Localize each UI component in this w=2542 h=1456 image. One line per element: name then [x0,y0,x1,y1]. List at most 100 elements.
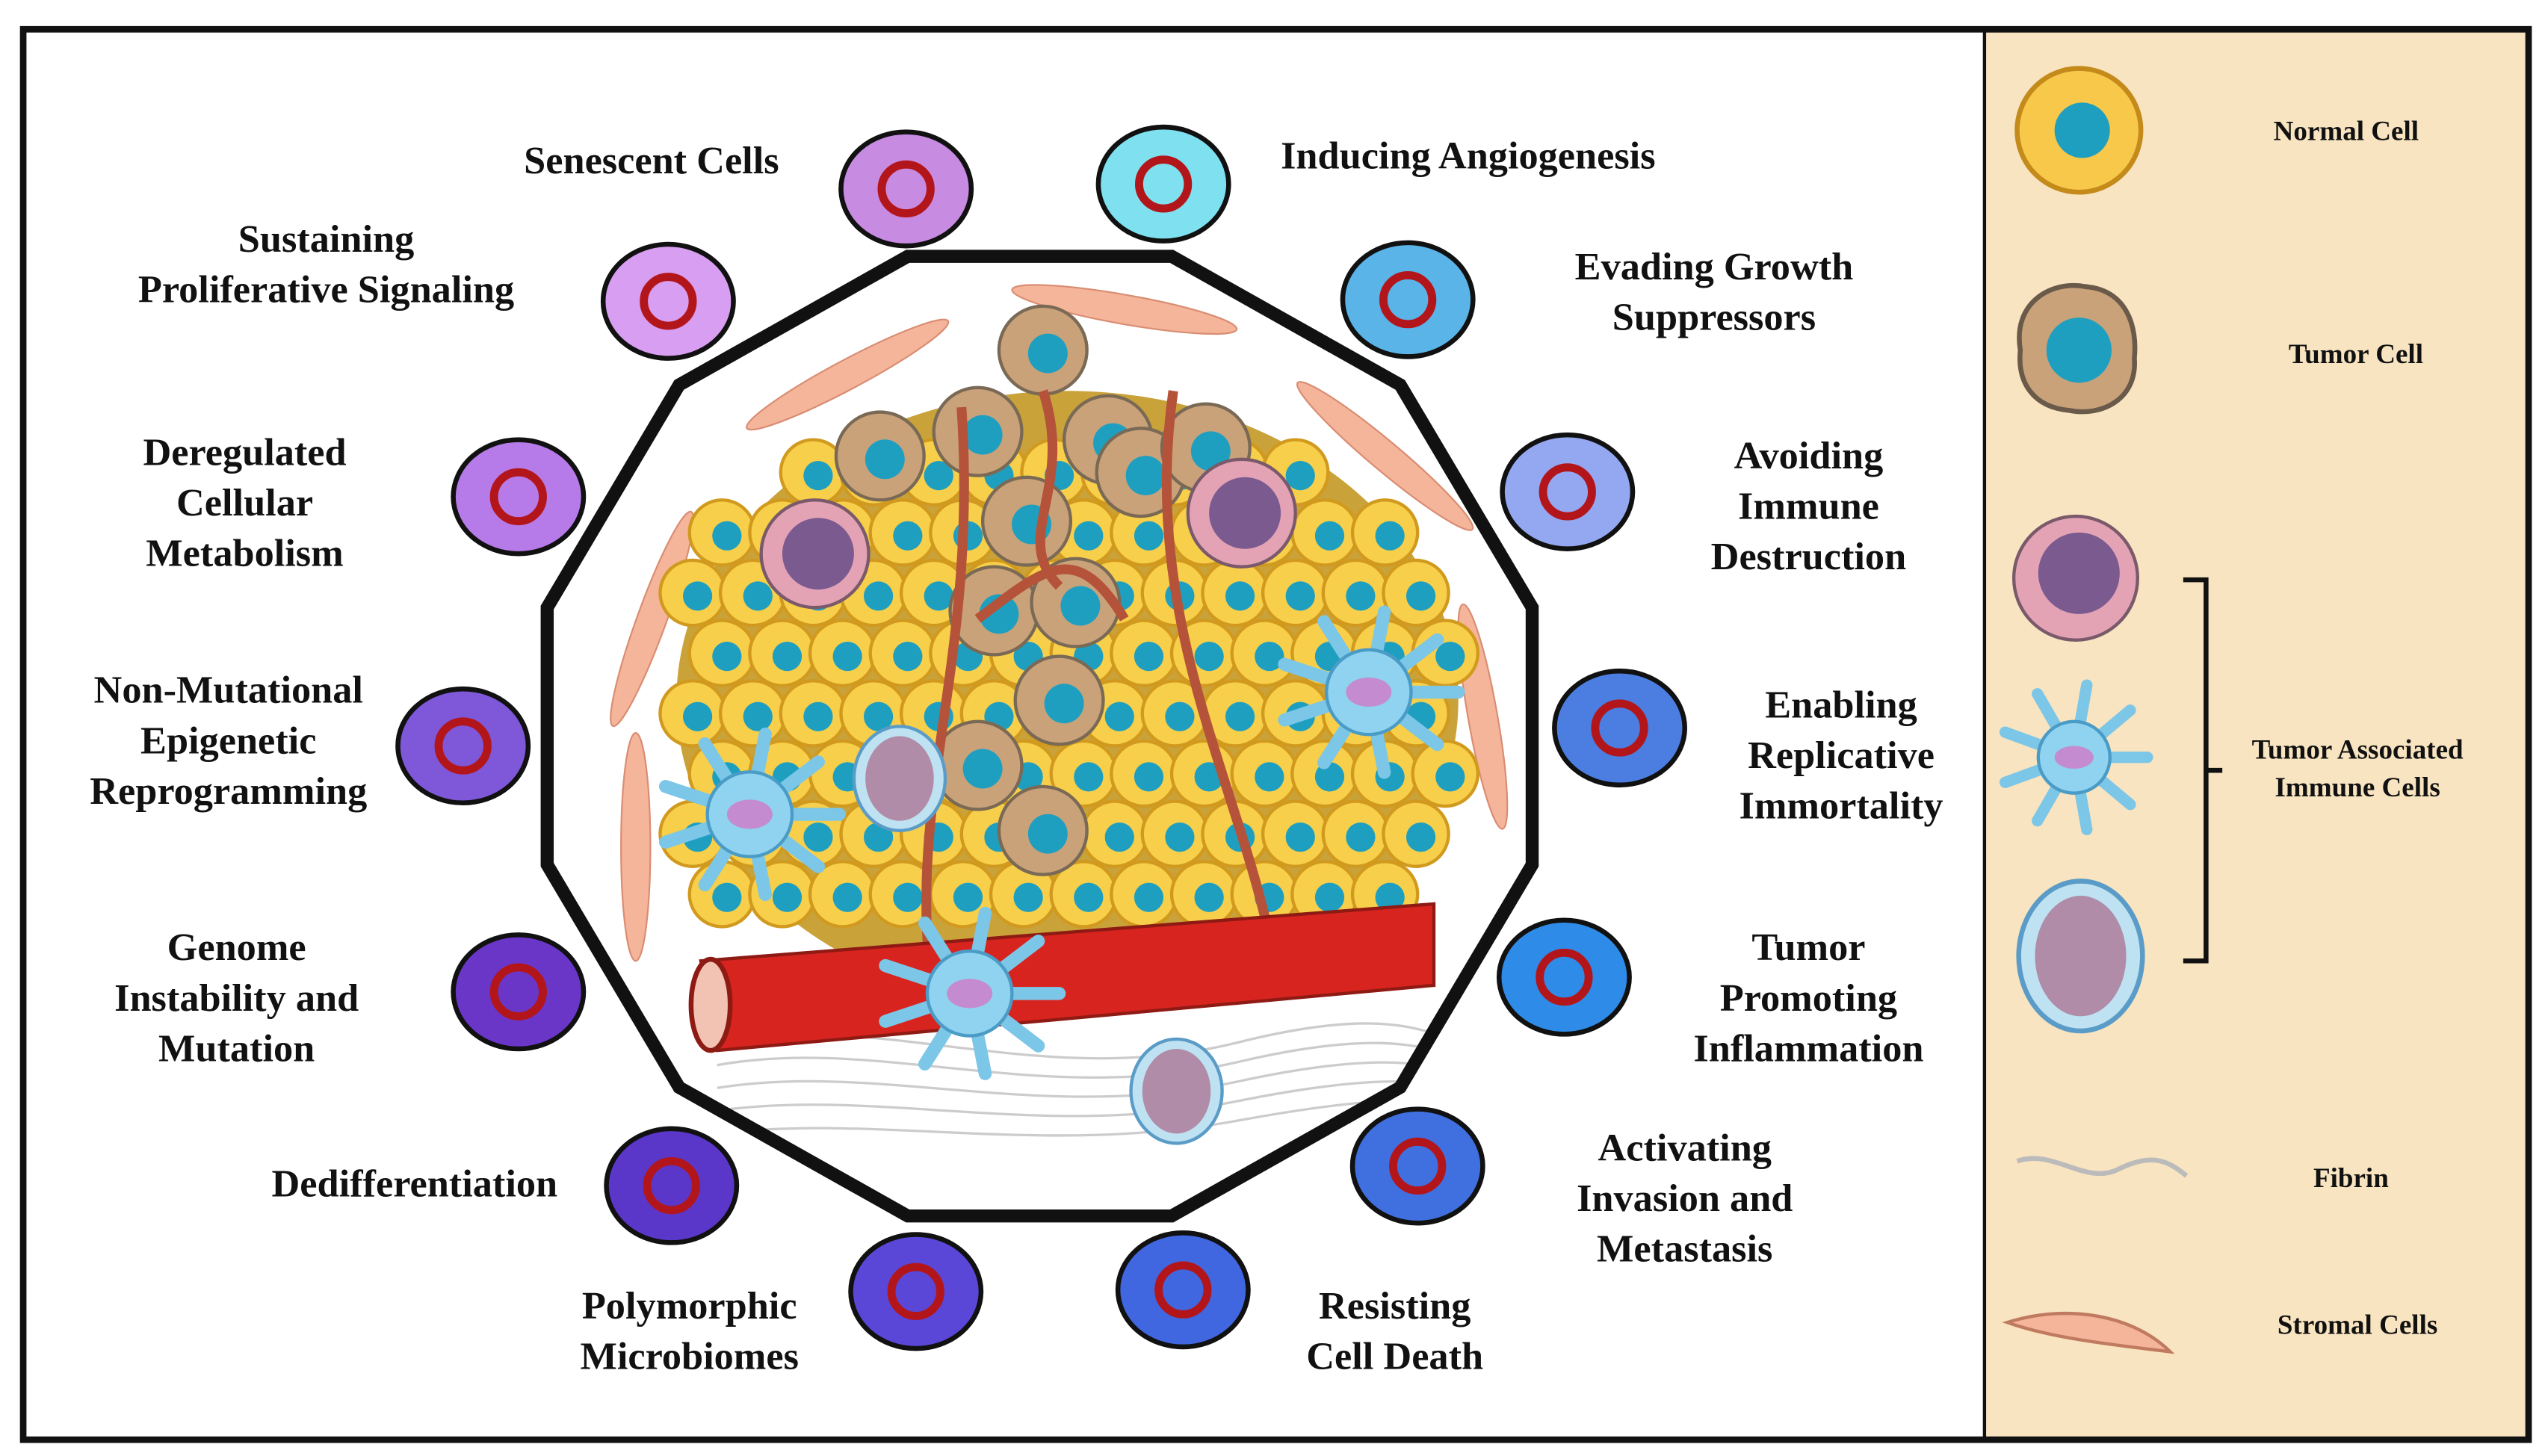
hallmark-label: Tumor [1751,926,1865,969]
hallmark-icon [1500,432,1636,551]
nucleus [1013,882,1043,912]
macrophage-nucleus [1209,477,1281,549]
stromal-cell [1296,381,1474,531]
hallmark-icon [1349,1106,1485,1226]
vessel [974,564,1129,623]
icon-glyph [489,963,547,1020]
nucleus [1346,581,1376,611]
nucleus [1285,581,1315,611]
icon-glyph [1539,463,1596,521]
icon-glyph [1134,155,1193,213]
nucleus [743,701,773,731]
icon-glyph [643,1156,700,1215]
hallmark: Dedifferentiation [272,1126,740,1245]
nucleus [1375,882,1405,912]
hallmark-icon [1095,124,1231,244]
hallmark-label: Enabling [1765,683,1917,726]
nucleus [1346,822,1376,852]
hallmark-label: Cellular [176,481,313,524]
nucleus [893,521,923,551]
nucleus [772,641,803,672]
nucleus [1194,641,1224,672]
hallmark-label: Invasion and [1577,1177,1793,1220]
icon-glyph [489,468,547,526]
nucleus [1165,701,1195,731]
legend-tumor-nucleus [2046,317,2112,383]
legend-label: Immune Cells [2274,772,2440,803]
hallmark-icons: Senescent Cells Inducing Angiogenesis Sust… [90,124,1943,1378]
legend-stromal-cell [2002,1311,2175,1354]
nucleus [712,882,742,912]
stromal-cell [620,731,652,962]
hallmark-icon [1552,668,1688,788]
nucleus [1435,762,1465,792]
nucleus [1134,762,1164,792]
icon-glyph [877,160,935,218]
nucleus [979,594,1019,634]
hallmark-icon [451,437,587,557]
nucleus [1125,456,1166,496]
nucleus [1027,333,1068,374]
hallmark-label: Polymorphic [582,1284,797,1328]
dendritic-nucleus [947,979,993,1009]
hallmark-label: Cell Death [1306,1334,1483,1378]
outer-border [19,25,2532,1443]
hallmark-icon [1115,1230,1251,1350]
nucleus [1134,521,1164,551]
icon-glyph [1379,270,1437,329]
hallmark-icon [604,1126,740,1245]
hallmark-label: Immune [1738,484,1879,527]
nucleus [1134,882,1164,912]
legend-dendritic-nucleus [2054,746,2094,769]
hallmark: Tumor Promoting Inflammation [1496,917,1923,1070]
nucleus [772,882,803,912]
icon-glyph [887,1263,944,1320]
hallmark: Evading Growth Suppressors [1340,240,1853,359]
hallmark-label: Resisting [1319,1284,1471,1328]
nucleus [1285,460,1315,491]
nucleus [1074,762,1104,792]
nucleus [1405,581,1436,611]
nucleus [1255,762,1284,792]
vessel [1035,389,1063,590]
legend-label: Normal Cell [2274,116,2419,146]
nucleus [1027,814,1068,854]
nucleus [712,521,742,551]
nucleus [832,882,862,912]
scene-content [547,256,1533,1216]
nucleus [1225,581,1255,611]
nucleus [924,581,953,611]
legend-fibrin [2016,1156,2189,1178]
hallmark: Avoiding Immune Destruction [1500,432,1906,578]
nucleus [1405,822,1436,852]
lymphocyte-nucleus [865,736,934,821]
nucleus [832,641,862,672]
nucleus [893,882,923,912]
nucleus [1285,822,1315,852]
hallmark: Sustaining Proliferative Signaling [138,217,736,361]
nucleus [1375,521,1405,551]
hallmark-label: Deregulated [143,430,346,474]
hallmark-icon [395,686,531,806]
nucleus [682,581,713,611]
nucleus [803,701,833,731]
nucleus [863,581,894,611]
hallmark-label: Mutation [158,1026,315,1070]
nucleus [893,641,923,672]
nucleus [1074,882,1104,912]
nucleus [803,822,833,852]
nucleus [1190,431,1231,471]
hallmark-icon [1496,917,1632,1037]
hallmark: Resisting Cell Death [1115,1230,1483,1378]
hallmark-icon [600,241,736,361]
nucleus [962,749,1003,789]
macrophage-nucleus [782,518,854,590]
hallmark: Enabling Replicative Immortality [1552,668,1943,828]
nucleus [1314,762,1345,792]
icon-glyph [1536,948,1593,1006]
tumor-boundary [540,250,1539,1223]
legend-lymphocyte-nucleus [2035,896,2127,1017]
nucleus [865,439,905,480]
lymphocyte-nucleus [1142,1048,1211,1134]
vessel [1161,390,1276,946]
